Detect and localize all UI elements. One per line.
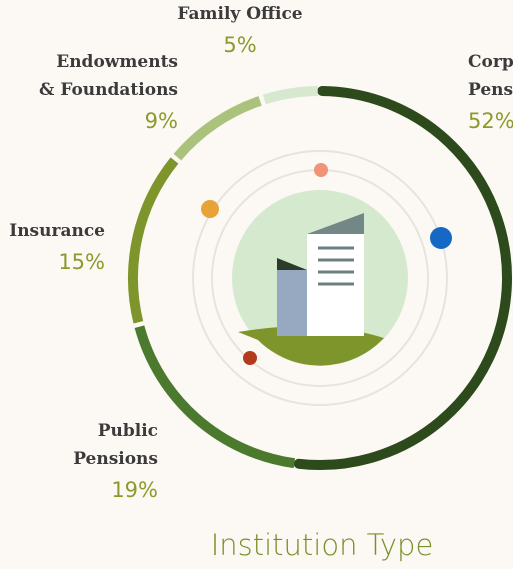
category-label: Endowments & Foundations	[39, 52, 178, 100]
donut-segment	[128, 157, 179, 324]
donut-segment	[134, 325, 296, 469]
value-label: 5%	[223, 33, 257, 57]
hill	[238, 326, 384, 366]
building	[307, 213, 364, 336]
category-label: Public Pensions	[73, 421, 158, 469]
donut-segment	[262, 86, 318, 105]
value-label: 19%	[111, 478, 158, 502]
dot	[314, 163, 328, 177]
value-label: 52%	[468, 109, 513, 133]
orbit	[192, 150, 448, 406]
windows	[318, 246, 354, 286]
category-label: Corporate Pensions	[468, 52, 513, 100]
segment-label: Family Office 5%	[140, 0, 340, 62]
category-label: Insurance	[9, 221, 105, 241]
building	[277, 258, 307, 336]
dot	[243, 351, 257, 365]
roof	[307, 213, 364, 234]
chart-title: Institution Type	[210, 528, 434, 562]
segment-label: Public Pensions 19%	[58, 417, 158, 507]
segment-label: Corporate Pensions 52%	[468, 48, 513, 138]
segment-label: Endowments & Foundations 9%	[8, 48, 178, 138]
roof	[277, 258, 307, 270]
donut-segment	[173, 96, 262, 161]
donut-segment	[293, 86, 513, 470]
category-label: Family Office	[177, 4, 303, 24]
value-label: 15%	[58, 250, 105, 274]
dot	[201, 200, 219, 218]
segment-label: Insurance 15%	[0, 217, 105, 279]
value-label: 9%	[144, 109, 178, 133]
dot	[430, 227, 452, 249]
